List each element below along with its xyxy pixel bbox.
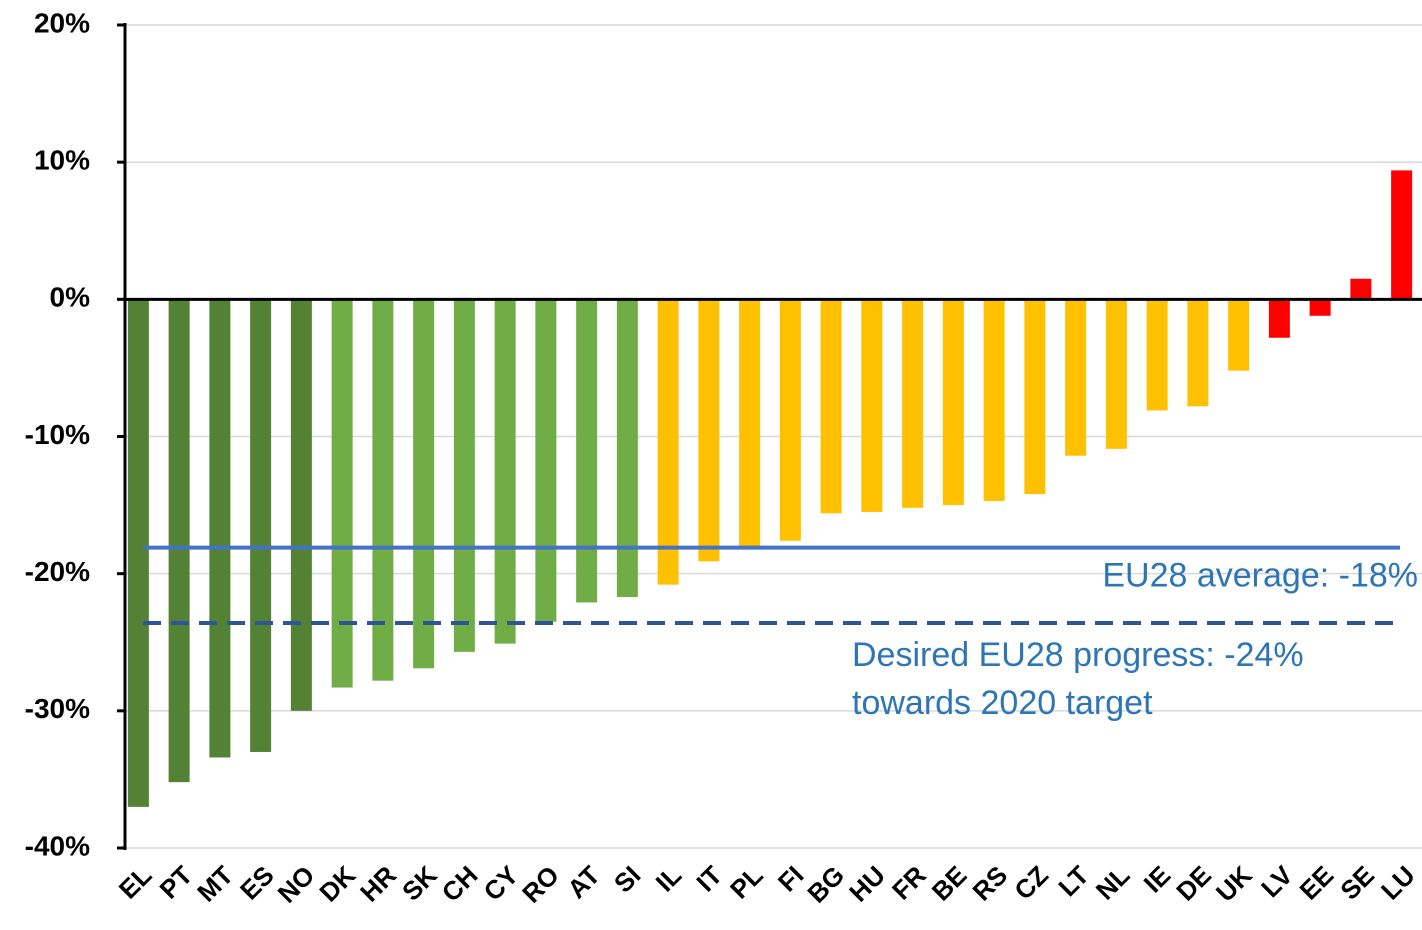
annotation: EU28 average: -18% [1102,557,1418,595]
x-tick-label: FR [886,860,932,906]
bar [616,299,638,597]
x-tick-label: CH [436,860,484,908]
x-tick-label: PT [154,860,199,905]
x-tick-label: SK [396,860,443,907]
x-tick-label: CY [477,860,524,907]
bar [1187,299,1209,407]
bar [576,299,598,603]
x-tick-label: DK [313,860,361,908]
x-tick-label: PL [724,860,769,905]
bar [535,299,557,622]
bar [413,299,435,669]
y-tick-label: 20% [34,7,90,38]
x-tick-label: RS [966,860,1013,907]
bar [1228,299,1250,371]
bar [290,299,312,711]
x-tick-label: ES [234,860,280,906]
annotation: Desired EU28 progress: -24% [852,636,1304,674]
x-tick-label: MT [191,860,239,908]
bar [1268,299,1290,338]
x-tick-label: UK [1210,860,1258,908]
x-tick-label: HU [843,860,891,908]
x-tick-label: IT [690,860,728,898]
y-tick-label: 10% [34,145,90,176]
x-tick-label: HR [354,860,402,908]
bar [1105,299,1127,449]
x-tick-label: IE [1138,860,1177,899]
y-tick-label: -10% [25,419,90,450]
x-tick-label: EE [1293,860,1339,906]
bar [1065,299,1087,456]
x-tick-label: LU [1375,860,1421,906]
y-tick-label: 0% [50,282,91,313]
bar [861,299,883,512]
y-tick-label: -40% [25,830,90,861]
x-tick-label: SI [608,860,647,899]
bar [820,299,842,514]
bar [372,299,394,681]
bar [168,299,190,783]
bar [657,299,679,585]
x-tick-label: NL [1090,860,1136,906]
bar [942,299,964,506]
x-tick-label: FI [772,860,810,898]
bar [453,299,475,652]
x-tick-label: LT [1052,860,1094,902]
x-tick-label: SE [1334,860,1380,906]
y-tick-label: -20% [25,556,90,587]
bar [1309,299,1331,316]
x-tick-label: DE [1170,860,1217,907]
bar [1350,278,1372,300]
bar [902,299,924,508]
bar [1024,299,1046,495]
bar [983,299,1005,501]
x-tick-label: AT [561,860,605,904]
bar [331,299,353,688]
x-tick-label: EL [113,860,158,905]
x-tick-label: BG [801,860,850,909]
bar [1391,170,1413,300]
x-tick-label: BE [926,860,973,907]
bar [739,299,761,548]
bar [698,299,720,562]
x-tick-label: LV [1255,859,1299,903]
bar [250,299,272,752]
y-tick-label: -30% [25,693,90,724]
bar [779,299,801,541]
bar [1146,299,1168,411]
x-tick-label: IL [650,860,688,898]
x-tick-label: RO [516,860,565,909]
annotation: towards 2020 target [852,684,1153,722]
bar [209,299,231,758]
bar [494,299,516,644]
bar [127,299,149,807]
x-tick-label: CZ [1008,860,1054,906]
x-tick-label: NO [272,860,321,909]
